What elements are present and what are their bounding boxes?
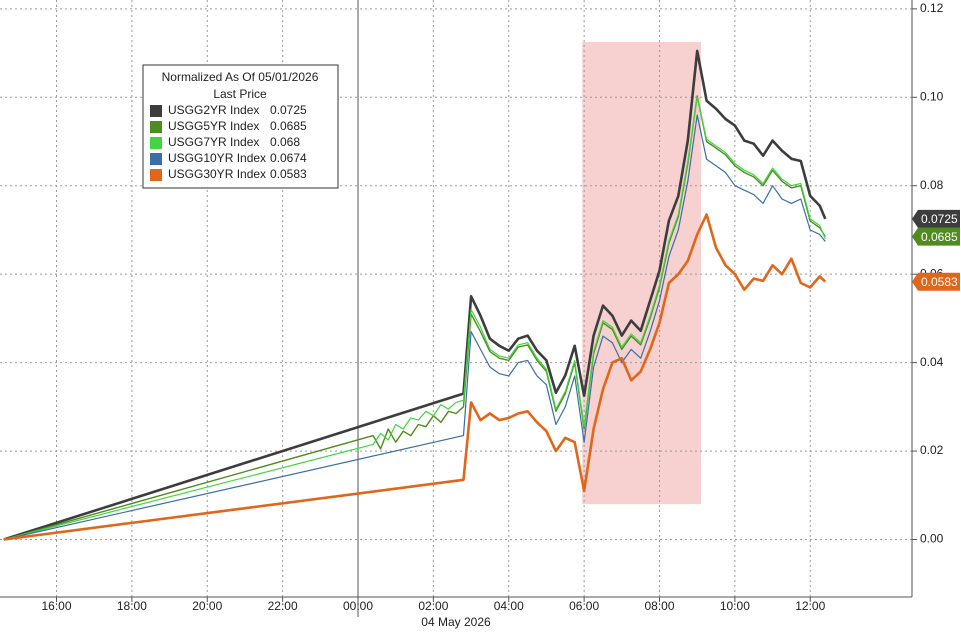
- axis-tag-label: 0.0583: [921, 275, 958, 289]
- legend-label: USGG7YR Index: [168, 135, 259, 149]
- legend-swatch: [150, 105, 162, 117]
- legend: Normalized As Of 05/01/2026 Last Price U…: [142, 64, 339, 189]
- axis-tag-label: 0.0725: [921, 212, 958, 226]
- legend-swatch: [150, 169, 162, 181]
- legend-subtitle: Last Price: [213, 87, 267, 101]
- legend-value: 0.068: [270, 135, 300, 149]
- y-tick-label: 0.00: [920, 532, 944, 546]
- x-tick-label: 06:00: [569, 599, 599, 613]
- legend-value: 0.0725: [270, 103, 307, 117]
- x-tick-label: 12:00: [795, 599, 825, 613]
- plot-background: [0, 0, 917, 617]
- y-tick-label: 0.02: [920, 443, 944, 457]
- series-line: [3, 114, 826, 541]
- axis-tag: [912, 209, 960, 228]
- legend-swatch: [150, 153, 162, 165]
- legend-label: USGG2YR Index: [168, 103, 259, 117]
- y-tick-label: 0.12: [920, 1, 944, 15]
- x-tick-label: 08:00: [644, 599, 674, 613]
- legend-value: 0.0674: [270, 151, 307, 165]
- x-tick-label: 00:00: [343, 599, 373, 613]
- axis-tag-label: 0.0685: [921, 230, 958, 244]
- x-tick-label: 18:00: [117, 599, 147, 613]
- legend-value: 0.0685: [270, 119, 307, 133]
- series-line: [3, 96, 826, 541]
- x-tick-label: 20:00: [192, 599, 222, 613]
- legend-title: Normalized As Of 05/01/2026: [162, 70, 319, 84]
- legend-label: USGG10YR Index: [168, 151, 266, 165]
- y-tick-label: 0.10: [920, 89, 944, 103]
- highlight-region: [582, 42, 701, 505]
- x-tick-label: 04:00: [494, 599, 524, 613]
- plot-lines: [3, 49, 827, 541]
- y-tick-label: 0.04: [920, 355, 944, 369]
- series-line: [3, 95, 826, 541]
- y-tick-label: 0.08: [920, 178, 944, 192]
- axis-tag: [912, 227, 960, 246]
- legend-label: USGG30YR Index: [168, 167, 266, 181]
- legend-label: USGG5YR Index: [168, 119, 259, 133]
- x-tick-label: 16:00: [42, 599, 72, 613]
- x-axis-date: 04 May 2026: [421, 615, 491, 629]
- legend-box: [142, 64, 339, 189]
- series-line: [3, 213, 827, 541]
- legend-swatch: [150, 137, 162, 149]
- x-tick-label: 02:00: [418, 599, 448, 613]
- legend-swatch: [150, 121, 162, 133]
- x-tick-label: 22:00: [268, 599, 298, 613]
- axis-tag: [912, 272, 960, 291]
- legend-value: 0.0583: [270, 167, 307, 181]
- series-line: [3, 49, 827, 541]
- x-tick-label: 10:00: [720, 599, 750, 613]
